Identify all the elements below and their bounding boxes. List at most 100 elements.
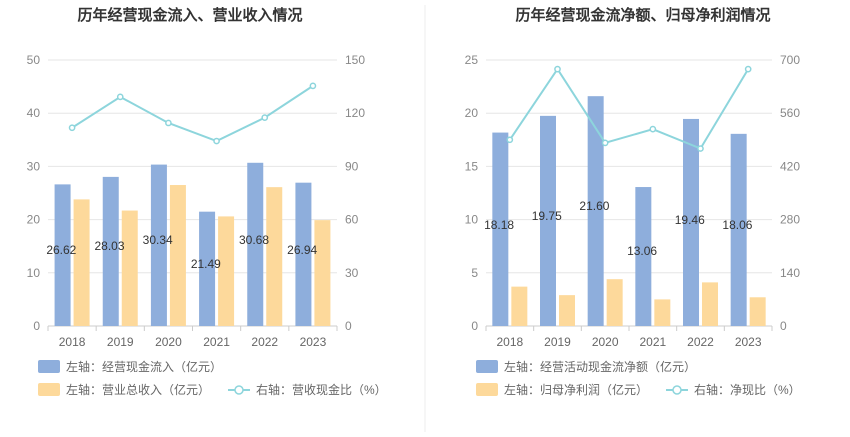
- right-axis-tick-label: 140: [780, 266, 800, 280]
- bar-primary[interactable]: [54, 184, 71, 326]
- x-axis-tick-label: 2022: [687, 335, 714, 349]
- bar-secondary[interactable]: [511, 286, 528, 326]
- bar-data-label: 30.34: [143, 233, 173, 247]
- ratio-line-point[interactable]: [744, 65, 752, 73]
- bar-secondary[interactable]: [606, 279, 623, 326]
- bar-data-label: 21.49: [191, 257, 221, 271]
- bar-primary[interactable]: [199, 211, 216, 326]
- legend-line-marker[interactable]: [672, 385, 682, 395]
- legend-label[interactable]: 左轴：经营现金流入（亿元）: [66, 359, 222, 374]
- right-axis-tick-label: 150: [345, 53, 365, 67]
- left-axis-tick-label: 50: [27, 53, 41, 67]
- right-axis-tick-label: 560: [780, 106, 800, 120]
- legend-label[interactable]: 右轴：净现比（%）: [694, 382, 801, 397]
- left-axis-tick-label: 20: [27, 213, 41, 227]
- right-axis-tick-label: 700: [780, 53, 800, 67]
- bar-data-label: 19.75: [532, 209, 562, 223]
- right-axis-tick-label: 60: [345, 213, 359, 227]
- bar-secondary[interactable]: [218, 216, 235, 326]
- bar-data-label: 26.62: [46, 243, 76, 257]
- bar-data-label: 13.06: [627, 244, 657, 258]
- bar-data-label: 18.06: [722, 218, 752, 232]
- ratio-line-point[interactable]: [213, 137, 220, 145]
- x-axis-tick-label: 2020: [592, 335, 619, 349]
- x-axis-tick-label: 2022: [251, 335, 278, 349]
- left-axis-tick-label: 0: [471, 319, 478, 333]
- bar-secondary[interactable]: [169, 185, 186, 326]
- legend-label[interactable]: 左轴：归母净利润（亿元）: [504, 382, 648, 397]
- right-axis-tick-label: 0: [780, 319, 787, 333]
- bar-primary[interactable]: [150, 164, 167, 326]
- right-axis-tick-label: 120: [345, 106, 365, 120]
- ratio-line: [71, 85, 314, 143]
- right-axis-tick-label: 420: [780, 159, 800, 173]
- ratio-line-point[interactable]: [554, 65, 561, 73]
- bar-primary[interactable]: [730, 133, 747, 326]
- legend-swatch[interactable]: [38, 383, 60, 396]
- bar-primary[interactable]: [295, 182, 312, 326]
- bar-secondary[interactable]: [121, 210, 138, 326]
- x-axis-tick-label: 2019: [107, 335, 134, 349]
- ratio-line-point[interactable]: [309, 82, 317, 90]
- bar-primary[interactable]: [492, 132, 509, 326]
- chart-title: 历年经营现金流入、营业收入情况: [77, 6, 302, 24]
- x-axis-tick-label: 2021: [639, 335, 666, 349]
- ratio-line-point[interactable]: [506, 136, 514, 144]
- ratio-line-point[interactable]: [697, 145, 704, 152]
- chart-title: 历年经营现金流净额、归母净利润情况: [515, 6, 770, 24]
- ratio-line-point[interactable]: [116, 93, 124, 101]
- bar-primary[interactable]: [635, 187, 652, 326]
- bar-data-label: 28.03: [94, 239, 124, 253]
- x-axis-tick-label: 2023: [735, 335, 762, 349]
- ratio-line: [509, 67, 750, 150]
- ratio-line-point[interactable]: [68, 124, 76, 132]
- bar-primary[interactable]: [540, 115, 556, 326]
- ratio-line-point[interactable]: [261, 114, 269, 121]
- bar-primary[interactable]: [587, 96, 604, 327]
- cash-inflow-revenue-chart: 历年经营现金流入、营业收入情况 0 10 20 30 40 50 0 30 60 90 120 150 2…: [27, 6, 387, 397]
- right-axis-tick-label: 90: [345, 159, 359, 173]
- right-axis-tick-label: 280: [780, 213, 800, 227]
- bar-secondary[interactable]: [266, 187, 283, 326]
- ratio-line-point[interactable]: [649, 125, 657, 133]
- bar-secondary[interactable]: [654, 299, 671, 326]
- left-axis-tick-label: 40: [27, 106, 41, 120]
- left-axis-tick-label: 0: [33, 319, 40, 333]
- x-axis-tick-label: 2023: [300, 335, 327, 349]
- left-axis-tick-label: 10: [465, 213, 479, 227]
- bar-data-label: 19.46: [675, 213, 705, 227]
- bar-data-label: 18.18: [484, 218, 514, 232]
- bar-secondary[interactable]: [559, 295, 575, 326]
- bar-secondary[interactable]: [73, 199, 90, 326]
- legend-swatch[interactable]: [476, 360, 498, 373]
- x-axis-tick-label: 2021: [203, 335, 230, 349]
- legend-line-marker[interactable]: [234, 385, 244, 395]
- right-axis-tick-label: 0: [345, 319, 352, 333]
- legend-label[interactable]: 左轴：营业总收入（亿元）: [66, 382, 210, 397]
- bar-secondary[interactable]: [702, 282, 718, 326]
- ratio-line-point[interactable]: [165, 119, 172, 127]
- ratio-line-point[interactable]: [601, 139, 609, 147]
- bar-secondary[interactable]: [314, 220, 331, 326]
- legend-swatch[interactable]: [38, 360, 60, 373]
- net-cash-flow-net-profit-chart: 历年经营现金流净额、归母净利润情况 0 5 10 15 20 25 0 140 280 420 560…: [465, 6, 801, 397]
- x-axis-tick-label: 2020: [155, 335, 182, 349]
- legend-label[interactable]: 左轴：经营活动现金流净额（亿元）: [504, 359, 696, 374]
- bar-primary[interactable]: [247, 162, 264, 326]
- legend-swatch[interactable]: [476, 383, 498, 396]
- bar-primary[interactable]: [102, 176, 119, 326]
- left-axis-tick-label: 5: [471, 266, 478, 280]
- left-axis-tick-label: 10: [27, 266, 41, 280]
- left-axis-tick-label: 15: [465, 159, 479, 173]
- legend-label[interactable]: 右轴：营收现金比（%）: [256, 382, 387, 397]
- bar-secondary[interactable]: [749, 297, 766, 326]
- bar-primary[interactable]: [683, 118, 699, 326]
- bar-data-label: 21.60: [579, 199, 609, 213]
- left-axis-tick-label: 25: [465, 53, 479, 67]
- right-axis-tick-label: 30: [345, 266, 359, 280]
- bar-data-label: 26.94: [287, 243, 317, 257]
- x-axis-tick-label: 2018: [496, 335, 523, 349]
- x-axis-tick-label: 2018: [59, 335, 86, 349]
- bar-data-label: 30.68: [239, 233, 269, 247]
